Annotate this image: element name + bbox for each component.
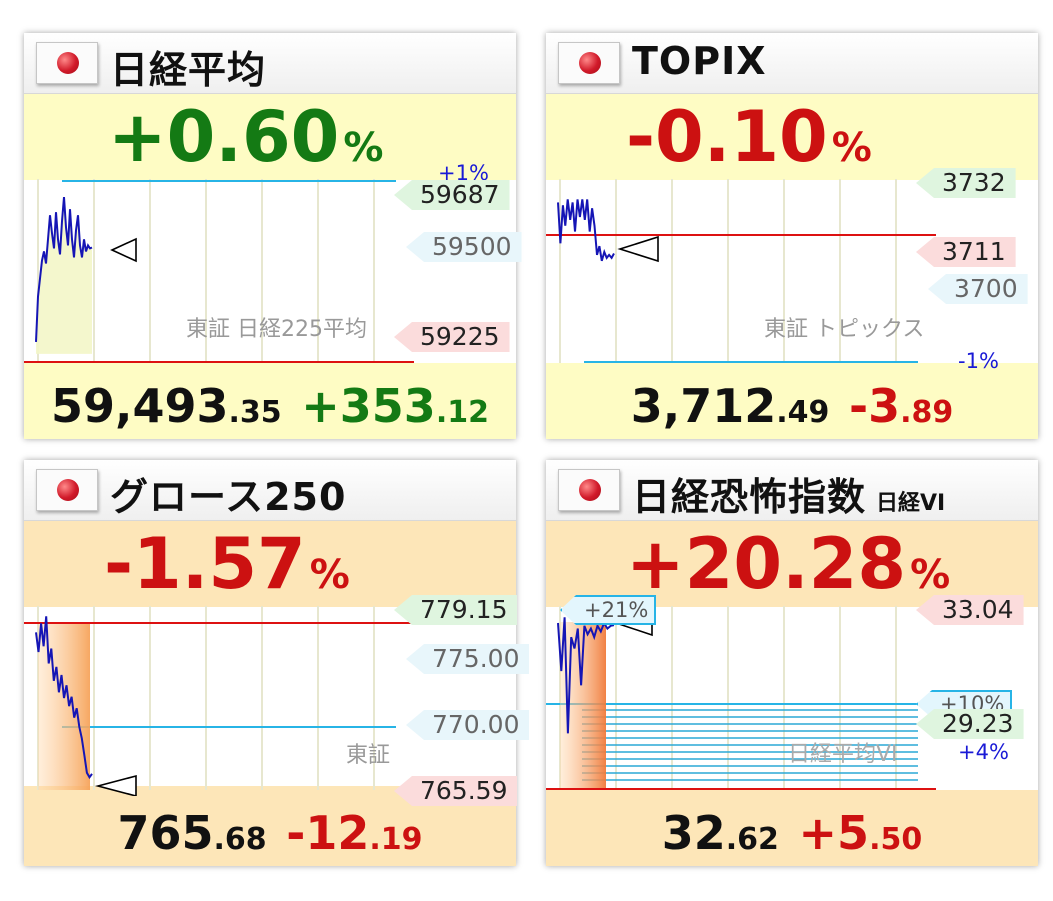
y-label: 779.15 [394,595,518,625]
pct-band [24,520,516,607]
change-decimals: .89 [900,395,954,430]
y-label: 3711 [916,237,1016,267]
price-line: 32.62 +5.50 [546,806,1038,860]
topix-panel: TOPIX -0.10% 3732 3711 3700 東証 トピックス -1%… [546,33,1038,439]
growth250-panel: グロース250 -1.57% 779.15 775.00 770.00 東証 7… [24,460,530,866]
japan-flag-icon [558,42,620,84]
y-label: 33.04 [916,595,1024,625]
change-decimals: .19 [369,822,423,857]
panel-title: グロース250 [110,475,347,519]
y-label: 59225 [394,322,510,352]
change-decimals: .50 [869,822,923,857]
nikkei-vi-panel: 日経恐怖指数 日経VI +20.28% +21% 33.04 +10% 29.23… [546,460,1038,866]
title-bar: TOPIX [546,33,1038,94]
japan-flag-icon [36,42,98,84]
price-decimals: .68 [213,822,267,857]
panel-subtitle: 日経VI [876,491,946,516]
price-line: 3,712.49 -3.89 [546,379,1038,433]
price-decimals: .35 [228,395,282,430]
japan-flag-icon [36,469,98,511]
change-percent: -1.57% [104,523,350,605]
series-line [35,616,93,780]
y-label: 775.00 [406,644,530,674]
price-band [24,363,516,439]
title-bar: 日経恐怖指数 日経VI [546,460,1038,521]
series-line [35,197,93,342]
pct-band [546,93,1038,180]
change-percent: +20.28% [626,523,951,605]
exchange-label: 東証 [346,743,391,768]
price-band [546,363,1038,439]
pct-label-plus21: +21% [560,595,657,625]
series-line [557,199,615,262]
y-label: 770.00 [406,710,530,740]
series-area [36,197,92,354]
y-label: 59500 [406,232,522,262]
chart-plot [546,179,936,363]
chart-plot [24,606,414,796]
japan-flag-icon [558,469,620,511]
y-label: 3700 [928,274,1028,304]
change-main: -3 [848,379,901,433]
exchange-label: 東証 日経225平均 [186,317,367,342]
panel-title: TOPIX [632,39,767,83]
pct-band [546,520,1038,607]
chart-plot [24,179,414,363]
exchange-label: 日経平均VI [788,742,898,767]
price-main: 59,493 [51,379,229,433]
price-main: 765 [117,806,214,860]
pct-band [24,93,516,180]
price-decimals: .49 [776,395,830,430]
price-main: 3,712 [630,379,777,433]
price-band [546,790,1038,866]
pct-label-plus4: +4% [958,740,1009,764]
nikkei-panel: 日経平均 +0.60% +1% 59687 59500 59225 東証 日経2… [24,33,522,439]
y-label: 29.23 [916,709,1024,739]
price-line: 59,493.35 +353.12 [24,379,516,433]
change-main: +5 [798,806,870,860]
panel-title: 日経平均 [110,48,267,92]
price-main: 32 [661,806,726,860]
price-decimals: .62 [725,822,779,857]
y-label: 59687 [394,180,510,210]
change-percent: -0.10% [626,96,872,178]
title-bar: グロース250 [24,460,516,521]
y-label: 765.59 [394,776,518,806]
change-main: +353 [301,379,436,433]
y-label: 3732 [916,168,1016,198]
price-line: 765.68 -12.19 [24,806,516,860]
pct-label-minus1: -1% [958,349,999,373]
change-main: -12 [286,806,370,860]
change-decimals: .12 [435,395,489,430]
chart-plot [546,606,936,790]
panel-title: 日経恐怖指数 日経VI [632,475,946,519]
exchange-label: 東証 トピックス [764,317,925,342]
change-percent: +0.60% [108,96,384,178]
title-bar: 日経平均 [24,33,516,94]
